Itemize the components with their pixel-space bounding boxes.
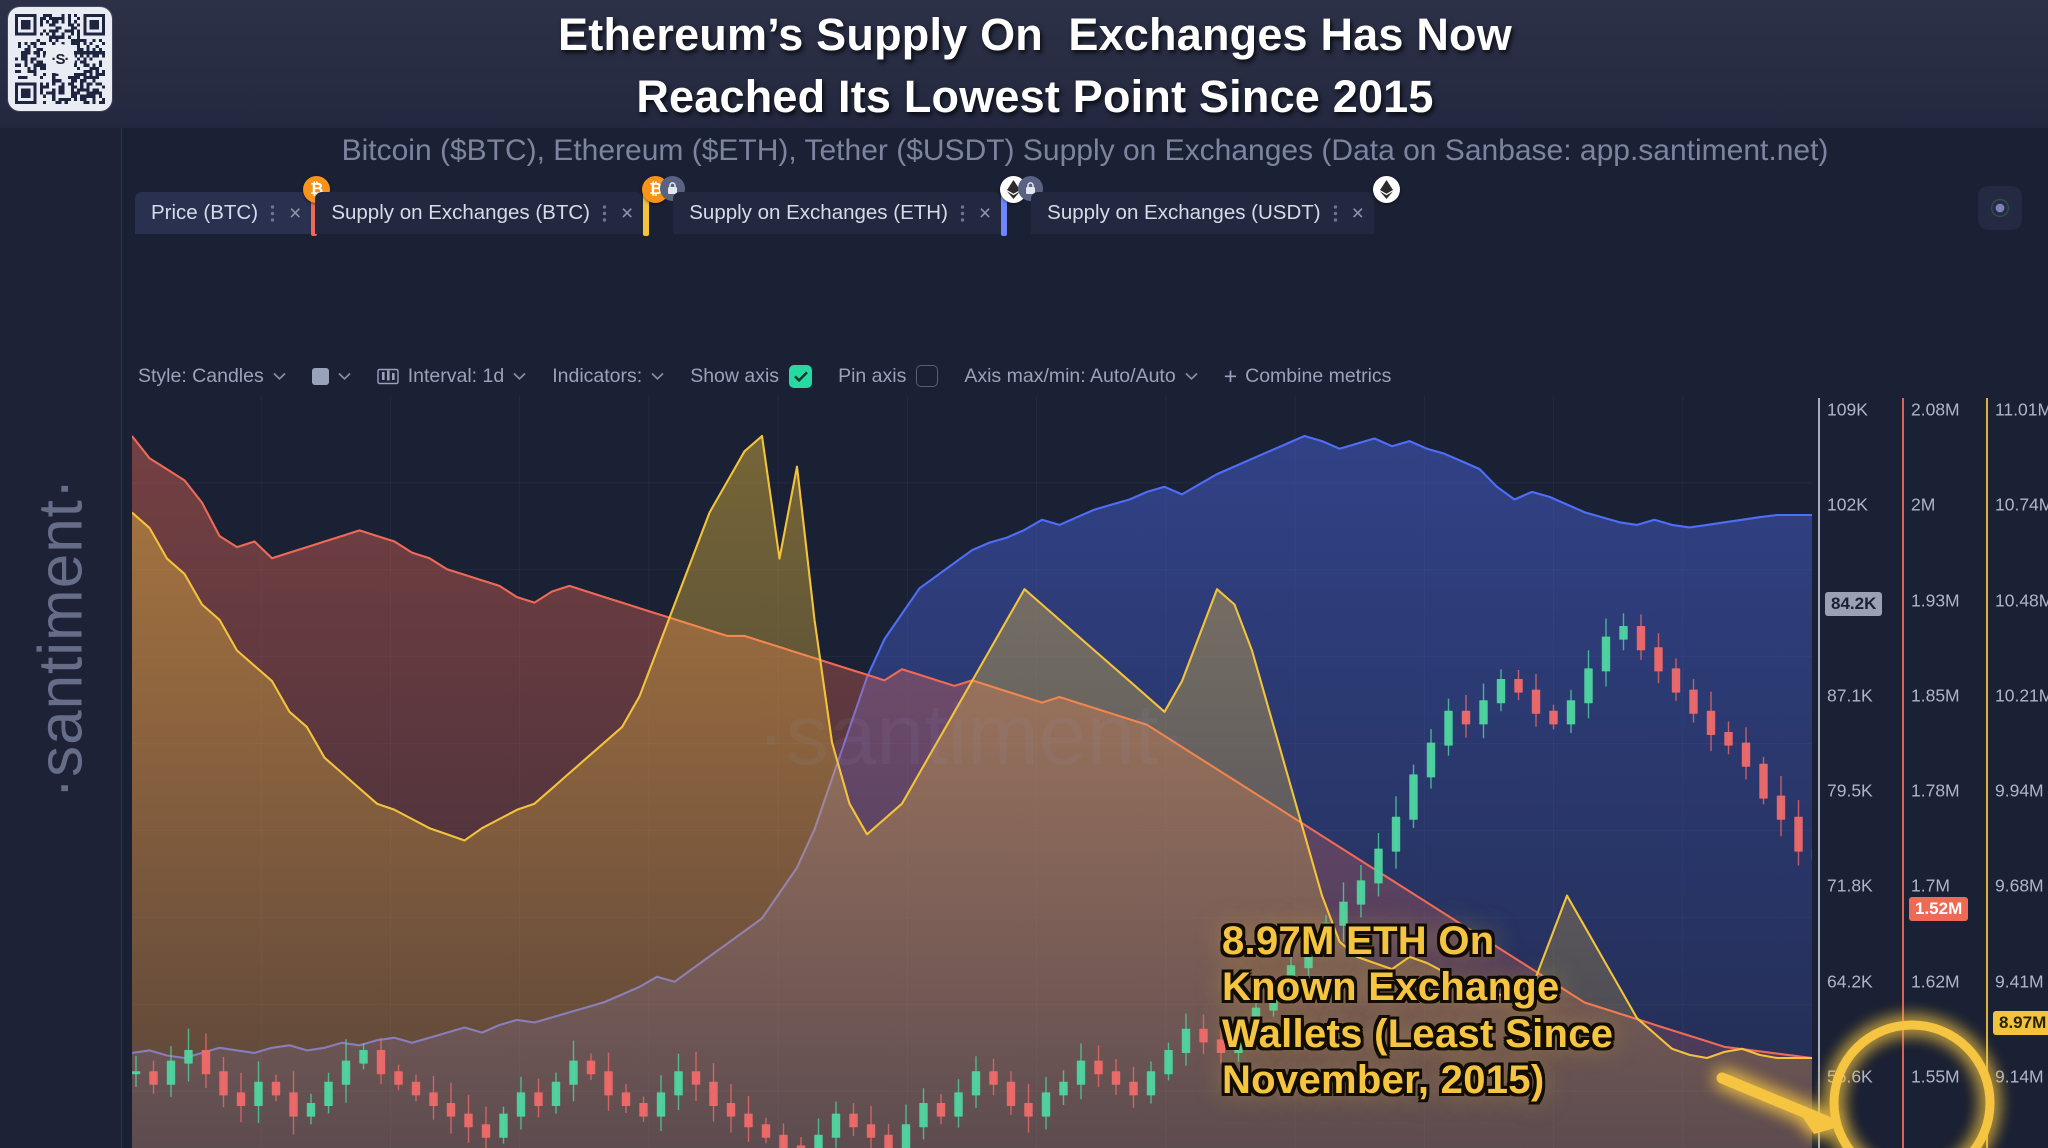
chevron-down-icon	[338, 372, 351, 380]
axis-maxmin-selector[interactable]: Axis max/min: Auto/Auto	[964, 364, 1198, 388]
chevron-down-icon	[513, 372, 526, 380]
left-rail: ·santiment·	[0, 128, 122, 1148]
qr-code[interactable]: ·S·	[8, 7, 112, 111]
gear-icon	[1990, 198, 2010, 218]
y-axis-2[interactable]: 2.08M2M1.93M1.85M1.78M1.7M1.62M1.55M1.47…	[1902, 396, 1986, 1148]
metric-chip-label: Supply on Exchanges (USDT)	[1047, 200, 1321, 224]
y-axis-tick-label: 9.41M	[1995, 971, 2044, 991]
title-line-2: Reached Its Lowest Point Since 2015	[636, 71, 1434, 122]
chevron-down-icon	[273, 372, 286, 380]
chip-menu-icon[interactable]	[602, 204, 607, 223]
y-axis-line	[1986, 398, 1988, 1148]
show-axis-toggle[interactable]: Show axis	[690, 364, 813, 388]
price-axes-group[interactable]: 109K102K94.7K87.1K79.5K71.8K64.2K56.6K49…	[1818, 396, 2048, 1148]
title-line-1: Ethereum’s Supply On Exchanges Has Now	[558, 9, 1512, 60]
y-axis-line	[1818, 398, 1820, 1148]
chip-close-icon[interactable]: ×	[620, 201, 634, 225]
metric-chip-supply-btc[interactable]: Supply on Exchanges (BTC) × ₿	[315, 176, 686, 236]
metric-chip-supply-eth[interactable]: Supply on Exchanges (ETH) ×	[673, 176, 1044, 236]
ethereum-icon	[1372, 176, 1400, 203]
settings-gear-button[interactable]	[1978, 186, 2022, 230]
chip-menu-icon[interactable]	[1333, 204, 1338, 223]
plus-icon: +	[1223, 362, 1238, 389]
y-axis-tick-label: 1.7M	[1911, 875, 1950, 896]
y-axis-tick-label: 1.55M	[1911, 1066, 1960, 1087]
y-axis-tick-label: 11.01M	[1995, 399, 2048, 420]
chart-plot-area[interactable]: ·santiment·	[132, 396, 1812, 1148]
chip-menu-icon[interactable]	[270, 204, 275, 223]
chip-color-bar	[1001, 186, 1008, 236]
chart-canvas	[132, 396, 1812, 1148]
metric-chip-label: Supply on Exchanges (ETH)	[689, 200, 948, 224]
color-swatch-selector[interactable]	[311, 367, 351, 385]
chip-menu-icon[interactable]	[960, 204, 965, 223]
candles-icon	[377, 368, 399, 384]
chevron-down-icon	[1185, 372, 1198, 380]
y-axis-tick-label: 9.14M	[1995, 1066, 2044, 1087]
pin-axis-checkbox[interactable]	[916, 365, 939, 387]
y-axis-tick-label: 1.93M	[1911, 590, 1960, 610]
interval-selector[interactable]: Interval: 1d	[377, 365, 526, 388]
y-axis-tick-label: 1.62M	[1911, 971, 1960, 991]
chip-close-icon[interactable]: ×	[1351, 201, 1364, 225]
show-axis-label: Show axis	[690, 364, 780, 387]
y-axis-tick-label: 10.74M	[1995, 494, 2048, 515]
metric-chip-supply-usdt[interactable]: Supply on Exchanges (USDT) ×	[1031, 176, 1400, 234]
chart-subtitle: Bitcoin ($BTC), Ethereum ($ETH), Tether …	[341, 134, 1829, 167]
y-axis-line	[1902, 398, 1904, 1148]
y-axis-tick-label: 56.6K	[1827, 1066, 1873, 1087]
y-axis-tick-label: 10.21M	[1995, 685, 2048, 706]
chip-close-icon[interactable]: ×	[978, 201, 992, 225]
y-axis-tick-label: 109K	[1827, 399, 1868, 420]
chart-app-pane: Bitcoin ($BTC), Ethereum ($ETH), Tether …	[122, 128, 2048, 1148]
chevron-down-icon	[651, 372, 664, 380]
metric-chip-row: Price (BTC) × ₿ Supply on Exchanges (BTC…	[135, 176, 1400, 236]
header-banner: ·S· Ethereum’s Supply On Exchanges Has N…	[0, 0, 2048, 128]
y-axis-tick-label: 1.78M	[1911, 780, 1960, 801]
y-axis-current-value-pill: 8.97M	[1993, 1011, 2048, 1036]
y-axis-1[interactable]: 109K102K94.7K87.1K79.5K71.8K64.2K56.6K49…	[1818, 396, 1902, 1148]
show-axis-checkbox[interactable]	[789, 364, 813, 388]
y-axis-tick-label: 9.94M	[1995, 780, 2044, 801]
axis-maxmin-label: Axis max/min: Auto/Auto	[964, 364, 1176, 387]
y-axis-tick-label: 1.85M	[1911, 685, 1960, 706]
brand-vertical-label: ·santiment·	[26, 477, 95, 799]
interval-selector-label: Interval: 1d	[407, 364, 505, 387]
page-title: Ethereum’s Supply On Exchanges Has Now R…	[150, 4, 1920, 128]
combine-metrics-button[interactable]: + Combine metrics	[1224, 363, 1392, 390]
y-axis-tick-label: 102K	[1827, 494, 1868, 515]
indicators-selector-label: Indicators:	[552, 364, 643, 387]
y-axis-tick-label: 87.1K	[1827, 685, 1873, 706]
y-axis-tick-label: 10.48M	[1995, 590, 2048, 610]
y-axis-tick-label: 2M	[1911, 494, 1936, 515]
pin-axis-label: Pin axis	[838, 364, 907, 387]
y-axis-tick-label: 64.2K	[1827, 971, 1873, 991]
y-axis-3[interactable]: 11.01M 10.74M 10.48M 10.21M 9.94M 9.68M 9.41M 9…	[1986, 396, 2048, 1148]
chart-settings-toolbar: Style: Candles Interval: 1d Indicators:	[138, 361, 1417, 391]
price-candles	[132, 613, 1812, 1148]
style-selector[interactable]: Style: Candles	[138, 365, 286, 388]
santiment-logo-badge: ·S·	[45, 44, 75, 74]
combine-metrics-label: Combine metrics	[1245, 364, 1392, 387]
series-2	[132, 434, 1812, 1148]
color-swatch-icon	[311, 367, 329, 385]
y-axis-current-value-pill: 1.52M	[1909, 897, 1969, 922]
y-axis-tick-label: 79.5K	[1827, 780, 1873, 801]
metric-chip-label: Price (BTC)	[151, 200, 259, 224]
indicators-selector[interactable]: Indicators:	[552, 365, 664, 388]
metric-chip-price-btc[interactable]: Price (BTC) × ₿	[135, 176, 331, 236]
chip-color-bar	[643, 186, 650, 236]
check-icon	[793, 371, 808, 382]
pin-axis-toggle[interactable]: Pin axis	[838, 364, 939, 388]
y-axis-tick-label: 2.08M	[1911, 399, 1960, 420]
chip-color-bar	[311, 186, 318, 236]
y-axis-tick-label: 9.68M	[1995, 875, 2044, 896]
style-selector-label: Style: Candles	[138, 364, 264, 387]
metric-chip-label: Supply on Exchanges (BTC)	[331, 200, 590, 224]
y-axis-current-value-pill: 84.2K	[1825, 592, 1883, 617]
y-axis-tick-label: 71.8K	[1827, 875, 1873, 896]
chip-close-icon[interactable]: ×	[289, 201, 302, 225]
